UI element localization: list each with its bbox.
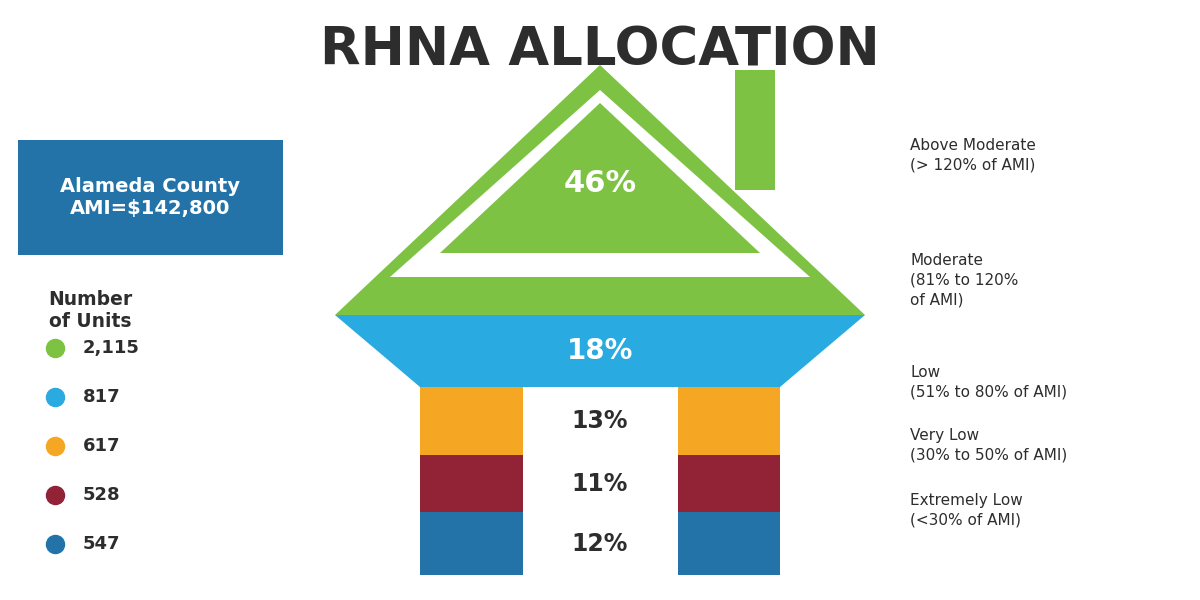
Bar	[420, 512, 780, 575]
Text: 528: 528	[83, 486, 121, 504]
Text: Moderate
(81% to 120%
of AMI): Moderate (81% to 120% of AMI)	[910, 253, 1019, 307]
Bar	[734, 70, 775, 190]
Text: 46%: 46%	[564, 169, 636, 197]
Polygon shape	[390, 90, 810, 277]
Text: Number
of Units: Number of Units	[48, 290, 132, 331]
Text: Above Moderate
(> 120% of AMI): Above Moderate (> 120% of AMI)	[910, 137, 1036, 172]
Bar	[420, 387, 780, 455]
Text: RHNA ALLOCATION: RHNA ALLOCATION	[320, 25, 880, 77]
Text: 617: 617	[83, 437, 120, 455]
Bar	[420, 455, 780, 512]
Text: 13%: 13%	[571, 409, 629, 433]
Text: 18%: 18%	[566, 337, 634, 365]
Text: 817: 817	[83, 388, 121, 406]
Text: 547: 547	[83, 535, 120, 553]
Bar	[522, 387, 678, 575]
Polygon shape	[440, 103, 760, 253]
Polygon shape	[335, 315, 865, 387]
Text: Low
(51% to 80% of AMI): Low (51% to 80% of AMI)	[910, 365, 1067, 400]
Text: 11%: 11%	[572, 472, 628, 496]
Text: 2,115: 2,115	[83, 339, 140, 357]
Text: Extremely Low
(<30% of AMI): Extremely Low (<30% of AMI)	[910, 493, 1022, 527]
Text: Very Low
(30% to 50% of AMI): Very Low (30% to 50% of AMI)	[910, 428, 1067, 463]
Polygon shape	[335, 65, 865, 315]
Text: 12%: 12%	[572, 532, 628, 556]
FancyBboxPatch shape	[18, 140, 283, 255]
Text: Alameda County
AMI=$142,800: Alameda County AMI=$142,800	[60, 177, 240, 218]
